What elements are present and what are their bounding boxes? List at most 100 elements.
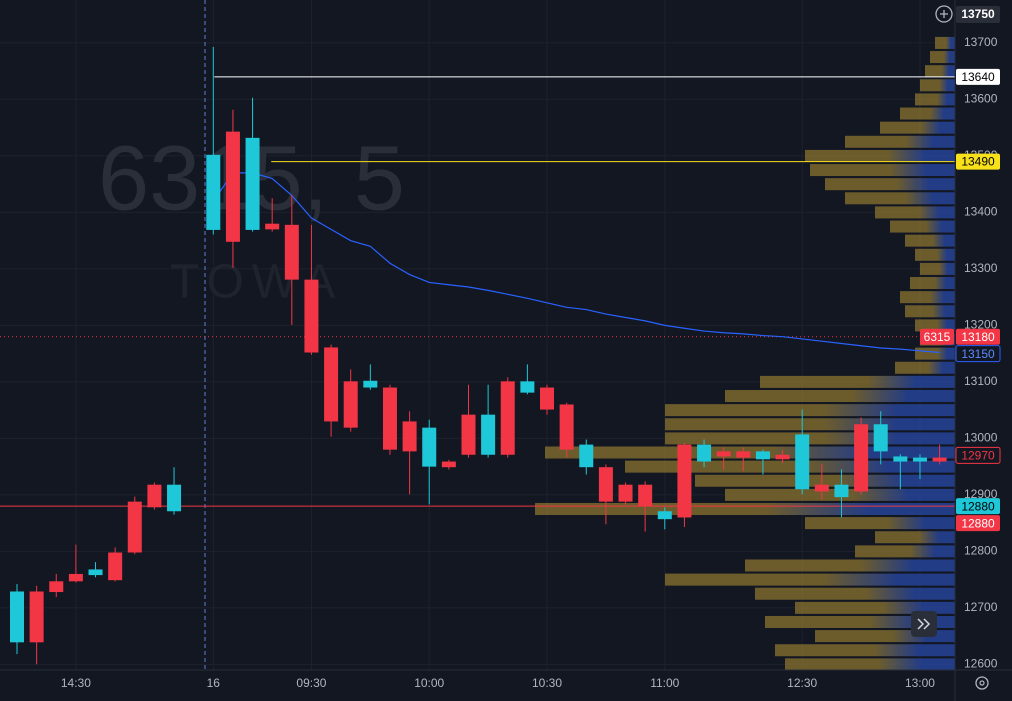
price-marker-label: 13490 xyxy=(961,155,995,169)
candle-body xyxy=(716,451,731,457)
candle-body xyxy=(49,581,64,593)
candle-body xyxy=(68,573,83,582)
price-marker-label: 13180 xyxy=(961,330,995,344)
candle-body xyxy=(382,387,397,450)
crosshair-price-bg xyxy=(956,6,1000,23)
candle-body xyxy=(461,414,476,455)
volume-profile-bar xyxy=(795,601,955,614)
candle-body xyxy=(500,381,515,455)
candle-body xyxy=(677,444,692,518)
candle-body xyxy=(618,484,633,502)
y-tick-label: 12600 xyxy=(964,657,998,671)
volume-profile-bar xyxy=(760,375,955,388)
price-marker-bg xyxy=(956,68,1000,85)
settings-icon-center[interactable] xyxy=(979,680,985,686)
candle-body xyxy=(29,591,44,643)
price-marker-label: 13150 xyxy=(961,347,995,361)
candle-body xyxy=(657,511,672,520)
candle-body xyxy=(422,427,437,467)
volume-profile-bar xyxy=(855,545,955,558)
y-tick-label: 13300 xyxy=(964,261,998,275)
y-tick-label: 13000 xyxy=(964,431,998,445)
price-marker-bg xyxy=(956,498,1000,515)
crosshair-price: 13750 xyxy=(961,7,995,21)
y-tick-label: 13100 xyxy=(964,374,998,388)
candle-body xyxy=(912,457,927,462)
volume-profile-bar xyxy=(905,234,955,247)
candle-body xyxy=(559,404,574,450)
volume-profile-bar xyxy=(915,319,955,332)
candle-body xyxy=(245,137,260,230)
x-tick-label: 10:00 xyxy=(414,676,444,690)
price-marker-label: 13640 xyxy=(961,70,995,84)
y-tick-label: 12800 xyxy=(964,544,998,558)
candle-body xyxy=(167,484,182,512)
volume-profile-bar xyxy=(845,135,955,148)
volume-profile-bar xyxy=(935,36,955,49)
candle-body xyxy=(873,424,888,452)
volume-profile-bar xyxy=(930,51,955,64)
candle-body xyxy=(108,552,123,581)
volume-profile-bar xyxy=(920,79,955,92)
candle-body xyxy=(775,454,790,460)
candle-body xyxy=(893,456,908,462)
add-icon-plus[interactable] xyxy=(940,10,948,18)
candle-body xyxy=(265,223,280,230)
volume-profile-bar xyxy=(875,206,955,219)
x-tick-label: 13:00 xyxy=(905,676,935,690)
candle-body xyxy=(834,484,849,498)
scroll-to-realtime-button[interactable] xyxy=(911,611,937,637)
volume-profile-bar xyxy=(810,164,955,177)
add-icon[interactable] xyxy=(935,5,953,23)
y-tick-label: 12700 xyxy=(964,600,998,614)
volume-profile-bar xyxy=(875,531,955,544)
price-marker-label: 12880 xyxy=(961,516,995,530)
price-marker-bg xyxy=(956,328,1000,345)
candle-body xyxy=(638,484,653,507)
candle-body xyxy=(88,569,103,576)
volume-profile-bar xyxy=(695,474,955,487)
volume-profile-bar xyxy=(665,573,955,586)
candle-body xyxy=(932,457,947,462)
volume-profile-bar xyxy=(805,149,955,162)
candle-body xyxy=(795,434,810,490)
symbol-tag-bg xyxy=(920,328,954,345)
x-tick-label: 11:00 xyxy=(650,676,679,690)
price-marker-label: 12970 xyxy=(961,449,995,463)
volume-profile-bar xyxy=(845,192,955,205)
candle-body xyxy=(697,444,712,462)
volume-profile-bar xyxy=(915,347,955,360)
price-marker-label: 12880 xyxy=(961,499,995,513)
volume-profile-bar xyxy=(905,305,955,318)
volume-profile-bar xyxy=(745,559,955,572)
x-tick-label: 12:30 xyxy=(787,676,817,690)
y-tick-label: 13600 xyxy=(964,92,998,106)
volume-profile-bar xyxy=(910,277,955,290)
candle-body xyxy=(304,279,319,353)
candle-body xyxy=(755,451,770,460)
settings-button[interactable] xyxy=(975,676,989,690)
candle-body xyxy=(10,591,24,643)
candle-body xyxy=(206,154,221,230)
candle-body xyxy=(343,381,358,428)
price-marker-bg xyxy=(955,446,1001,464)
price-marker-bg xyxy=(955,345,1001,363)
candle-body xyxy=(598,467,613,502)
y-tick-label: 12900 xyxy=(964,487,998,501)
candle-body xyxy=(441,461,456,468)
volume-profile-bar xyxy=(895,361,955,374)
settings-icon[interactable] xyxy=(975,676,989,690)
volume-profile-bar xyxy=(755,587,955,600)
candle-body xyxy=(520,381,535,393)
volume-profile-bar xyxy=(805,517,955,530)
volume-profile-bar xyxy=(725,390,955,403)
candle-body xyxy=(147,484,162,508)
volume-profile-bar xyxy=(925,65,955,78)
add-button[interactable] xyxy=(935,5,953,23)
x-tick-label: 14:30 xyxy=(61,676,91,690)
volume-profile-bar xyxy=(665,404,955,417)
y-tick-label: 13400 xyxy=(964,205,998,219)
scroll-button-icon[interactable] xyxy=(917,618,931,630)
volume-profile-bar xyxy=(775,644,955,657)
y-tick-label: 13700 xyxy=(964,35,998,49)
